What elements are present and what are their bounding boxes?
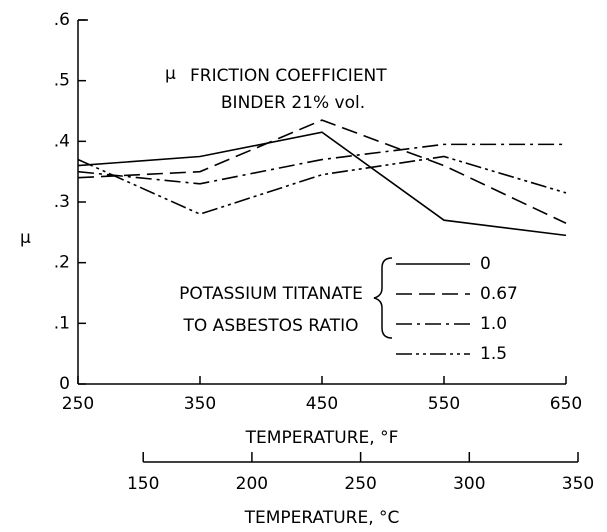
legend-label: 0 <box>480 254 491 274</box>
x-tick-label: 350 <box>184 394 216 414</box>
y-label: μ <box>20 228 31 248</box>
y-tick-label: .3 <box>54 192 70 212</box>
annotation-symbol: μ <box>165 64 176 84</box>
y-tick-label: .1 <box>54 313 70 333</box>
x2-tick-label: 250 <box>344 474 376 494</box>
legend-label: 1.0 <box>480 314 507 334</box>
x-label: TEMPERATURE, °F <box>245 428 399 448</box>
y-tick-label: .2 <box>54 253 70 273</box>
x-tick-label: 450 <box>306 394 338 414</box>
y-tick-label: .6 <box>54 10 70 30</box>
series-line <box>77 143 566 185</box>
series-line <box>77 119 567 224</box>
x2-label: TEMPERATURE, °C <box>244 508 400 527</box>
legend-title: POTASSIUM TITANATE <box>179 284 363 304</box>
series-line <box>77 155 567 215</box>
x2-tick-label: 300 <box>453 474 485 494</box>
x-tick-label: 250 <box>62 394 94 414</box>
legend-label: 1.5 <box>480 344 507 364</box>
legend-label: 0.67 <box>480 284 518 304</box>
legend-brace <box>373 257 393 339</box>
y-tick-label: .4 <box>54 131 70 151</box>
y-tick-label: .5 <box>54 71 70 91</box>
annotation: FRICTION COEFFICIENT <box>190 66 387 86</box>
x2-tick-label: 150 <box>127 474 159 494</box>
legend-title: TO ASBESTOS RATIO <box>183 316 359 336</box>
annotation: BINDER 21% vol. <box>221 93 365 113</box>
x2-tick-label: 350 <box>562 474 594 494</box>
y-tick-label: 0 <box>59 374 70 394</box>
x-tick-label: 550 <box>428 394 460 414</box>
x-tick-label: 650 <box>550 394 582 414</box>
x2-tick-label: 200 <box>236 474 268 494</box>
series-line <box>77 131 567 237</box>
